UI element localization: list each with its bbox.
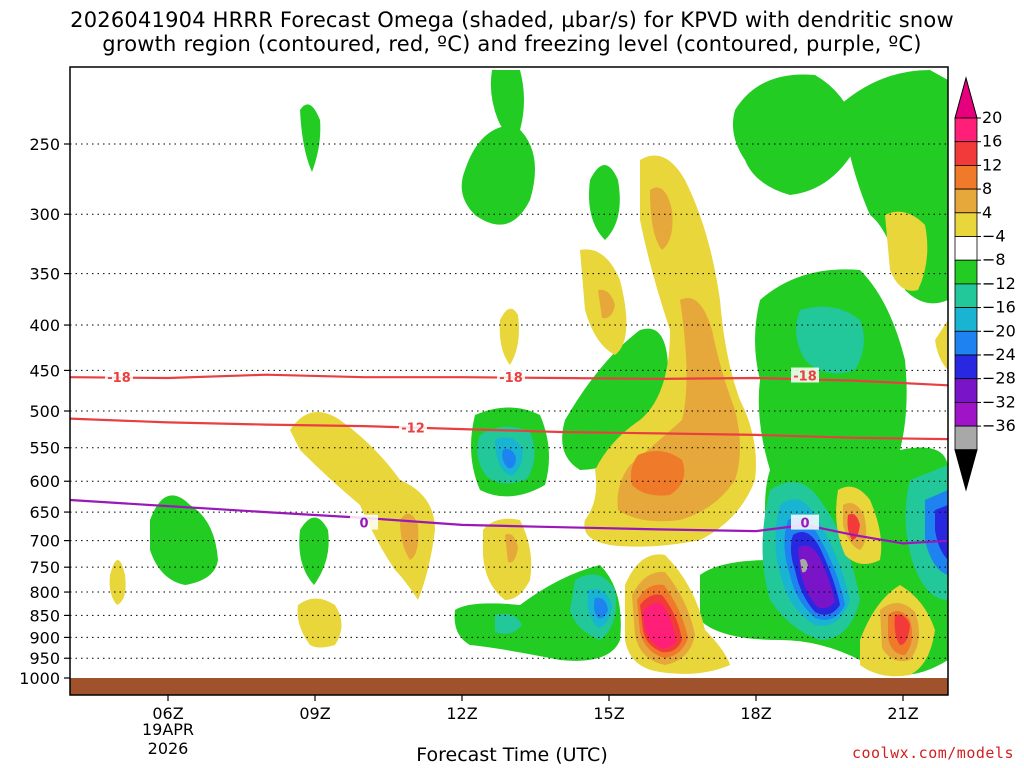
y-tick-label-950: 950 <box>29 649 60 668</box>
y-tick-label-250: 250 <box>29 135 60 154</box>
y-tick-label-500: 500 <box>29 402 60 421</box>
colorbar-swatch-10 <box>954 354 978 380</box>
colorbar-swatch-12 <box>954 401 978 427</box>
contour-label-bg-0 <box>105 369 133 385</box>
credit-text: coolwx.com/models <box>851 744 1014 762</box>
y-tick-label-750: 750 <box>29 558 60 577</box>
contour-line-2 <box>70 498 948 545</box>
x-date-month: 19APR <box>142 720 194 739</box>
x-date-year: 2026 <box>148 739 189 758</box>
contour-label-0: -18 <box>107 371 131 386</box>
colorbar: 20 16 12 8 4 −4 −8 −12 −16 −20 −24 −28 −32 −36 <box>954 76 1016 492</box>
omega-shading <box>109 70 948 677</box>
pressure-axis: 250 300 350 400 450 500 550 600 650 700 750 800 850 9… <box>19 135 70 688</box>
x-tick-label-15Z: 15Z <box>593 704 624 723</box>
colorbar-label-4: 4 <box>982 203 992 222</box>
contour-label-bg-4 <box>350 514 378 530</box>
y-tick-label-1000: 1000 <box>19 669 60 688</box>
x-tick-label-06Z: 06Z <box>152 704 183 723</box>
colorbar-swatch-0 <box>954 117 978 143</box>
time-axis: 06Z 09Z 12Z 15Z 18Z 21Z <box>152 695 919 723</box>
x-tick-label-21Z: 21Z <box>887 704 918 723</box>
colorbar-bottom-arrow <box>954 449 978 492</box>
colorbar-swatch-13 <box>954 425 978 451</box>
colorbar-swatch-1 <box>954 141 978 166</box>
x-tick-label-09Z: 09Z <box>299 704 330 723</box>
colorbar-label-2: 12 <box>982 155 1002 174</box>
colorbar-swatch-3 <box>954 188 978 214</box>
y-tick-label-300: 300 <box>29 205 60 224</box>
colorbar-label-13: −36 <box>982 416 1016 435</box>
x-tick-label-12Z: 12Z <box>446 704 477 723</box>
contour-label-5: 0 <box>800 517 809 532</box>
y-tick-label-650: 650 <box>29 503 60 522</box>
contour-label-bg-2 <box>791 367 819 383</box>
contour-label-4: 0 <box>359 517 368 532</box>
contour-label-2: -18 <box>793 370 817 385</box>
y-tick-label-900: 900 <box>29 628 60 647</box>
colorbar-swatch-11 <box>954 378 978 403</box>
colorbar-label-10: −24 <box>982 345 1016 364</box>
colorbar-label-7: −12 <box>982 274 1016 293</box>
colorbar-swatch-2 <box>954 164 978 190</box>
y-tick-label-800: 800 <box>29 583 60 602</box>
colorbar-top-arrow <box>954 76 978 119</box>
colorbar-label-0: 20 <box>982 108 1002 127</box>
colorbar-swatch-6 <box>954 259 978 285</box>
y-tick-label-450: 450 <box>29 361 60 380</box>
y-tick-label-350: 350 <box>29 265 60 284</box>
colorbar-swatch-7 <box>954 283 978 308</box>
contour-label-bg-3 <box>399 419 427 435</box>
colorbar-swatch-9 <box>954 330 978 356</box>
contour-label-3: -12 <box>401 422 425 437</box>
y-tick-label-550: 550 <box>29 439 60 458</box>
y-tick-label-850: 850 <box>29 606 60 625</box>
chart-subtitle: growth region (contoured, red, ºC) and f… <box>102 32 922 56</box>
contour-label-bg-1 <box>497 369 525 385</box>
contour-line-1 <box>70 417 948 441</box>
x-tick-label-18Z: 18Z <box>740 704 771 723</box>
colorbar-swatch-5 <box>954 236 978 261</box>
contour-label-1: -18 <box>499 371 523 386</box>
chart-title: 2026041904 HRRR Forecast Omega (shaded, … <box>70 8 954 32</box>
colorbar-label-5: −4 <box>982 227 1006 246</box>
contour-label-bg-5 <box>791 514 819 530</box>
y-tick-label-400: 400 <box>29 316 60 335</box>
pressure-gridlines <box>70 143 948 659</box>
y-tick-label-600: 600 <box>29 472 60 491</box>
colorbar-label-9: −20 <box>982 321 1016 340</box>
colorbar-label-11: −28 <box>982 369 1016 388</box>
x-axis-label: Forecast Time (UTC) <box>416 744 608 766</box>
colorbar-label-12: −32 <box>982 392 1016 411</box>
colorbar-label-3: 8 <box>982 179 992 198</box>
ground-bar <box>70 678 948 695</box>
colorbar-swatch-8 <box>954 307 978 332</box>
colorbar-label-8: −16 <box>982 298 1016 317</box>
plot-frame <box>69 66 949 696</box>
contour-labels: -18 -18 -18 -12 0 0 <box>105 367 819 532</box>
y-tick-label-700: 700 <box>29 532 60 551</box>
colorbar-label-6: −8 <box>982 250 1006 269</box>
colorbar-swatch-4 <box>954 212 978 237</box>
colorbar-label-1: 16 <box>982 132 1002 151</box>
